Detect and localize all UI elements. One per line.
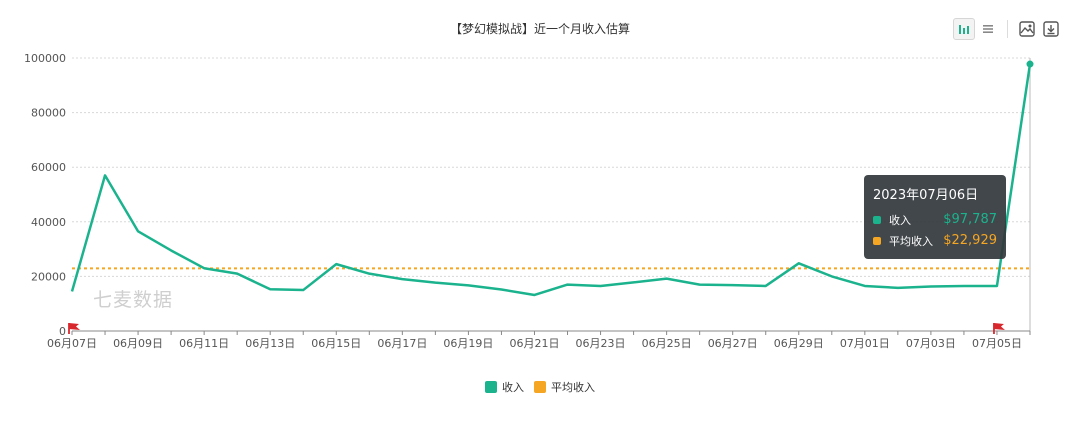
- tooltip-row-income: 收入 $97,787: [873, 209, 997, 230]
- legend-average-swatch: [534, 381, 546, 393]
- legend-item-average[interactable]: 平均收入: [534, 379, 595, 395]
- y-tick-label: 20000: [31, 270, 66, 283]
- x-tick-label: 06月07日: [47, 337, 97, 350]
- tooltip-date: 2023年07月06日: [873, 188, 979, 203]
- x-tick-label: 06月23日: [576, 337, 626, 350]
- tooltip-average-label: 平均收入: [889, 234, 933, 248]
- grid-lines: [72, 57, 1031, 331]
- download-button[interactable]: [1040, 18, 1062, 40]
- y-axis: 0 20000 40000 60000 80000 100000: [24, 52, 66, 338]
- list-icon: [983, 25, 993, 33]
- flag-cloth: [69, 323, 80, 330]
- y-tick-label: 0: [59, 325, 66, 338]
- tooltip-income-value: $97,787: [943, 212, 997, 227]
- x-tick-label: 07月01日: [840, 337, 890, 350]
- chart-title: 【梦幻模拟战】近一个月收入估算: [449, 22, 630, 36]
- tooltip-income-label: 收入: [889, 213, 911, 227]
- download-icon: [1043, 21, 1059, 37]
- chart-toolbar: [953, 16, 1064, 42]
- data-tooltip: 2023年07月06日 收入 $97,787 平均收入 $22,929: [864, 175, 1006, 259]
- y-tick-label: 40000: [31, 216, 66, 229]
- x-tick-label: 06月17日: [377, 337, 427, 350]
- flag-icon: [993, 323, 1005, 334]
- bar-line-toggle-icon: [959, 25, 969, 34]
- x-tick-label: 07月05日: [972, 337, 1022, 350]
- x-tick-label: 06月15日: [311, 337, 361, 350]
- legend-average-label: 平均收入: [551, 381, 595, 394]
- y-tick-label: 60000: [31, 161, 66, 174]
- flag-cloth: [993, 323, 1005, 330]
- x-tick-label: 06月09日: [113, 337, 163, 350]
- x-tick-label: 06月29日: [774, 337, 824, 350]
- x-tick-label: 06月21日: [509, 337, 559, 350]
- tooltip-average-value: $22,929: [943, 233, 997, 248]
- x-tick-label: 06月13日: [245, 337, 295, 350]
- y-tick-label: 100000: [24, 52, 66, 65]
- x-tick-label: 06月11日: [179, 337, 229, 350]
- bar-line-toggle-button[interactable]: [953, 18, 975, 40]
- x-tick-label: 06月25日: [642, 337, 692, 350]
- list-view-button[interactable]: [977, 18, 999, 40]
- flag-icon: [68, 323, 80, 334]
- x-axis: 06月07日 06月09日 06月11日 06月13日 06月15日 06月17日 06月1…: [47, 330, 1031, 350]
- save-image-button[interactable]: [1016, 18, 1038, 40]
- legend-income-label: 收入: [502, 381, 524, 394]
- x-tick-label: 07月03日: [906, 337, 956, 350]
- tooltip-row-average: 平均收入 $22,929: [873, 230, 997, 251]
- series-layer: [70, 60, 1034, 297]
- series-line-income: [70, 63, 1032, 297]
- legend-item-income[interactable]: 收入: [485, 379, 524, 395]
- y-tick-label: 80000: [31, 107, 66, 120]
- image-icon: [1019, 21, 1035, 37]
- x-tick-label: 06月27日: [708, 337, 758, 350]
- data-point: [1026, 60, 1034, 68]
- watermark: 七麦数据: [93, 289, 174, 311]
- tooltip-average-swatch: [873, 236, 881, 245]
- chart-legend: 收入 平均收入: [0, 379, 1080, 395]
- toolbar-divider: [1007, 20, 1008, 38]
- legend-income-swatch: [485, 381, 497, 393]
- flag-markers: [68, 323, 1005, 334]
- x-tick-label: 06月19日: [443, 337, 493, 350]
- tooltip-income-swatch: [873, 215, 881, 224]
